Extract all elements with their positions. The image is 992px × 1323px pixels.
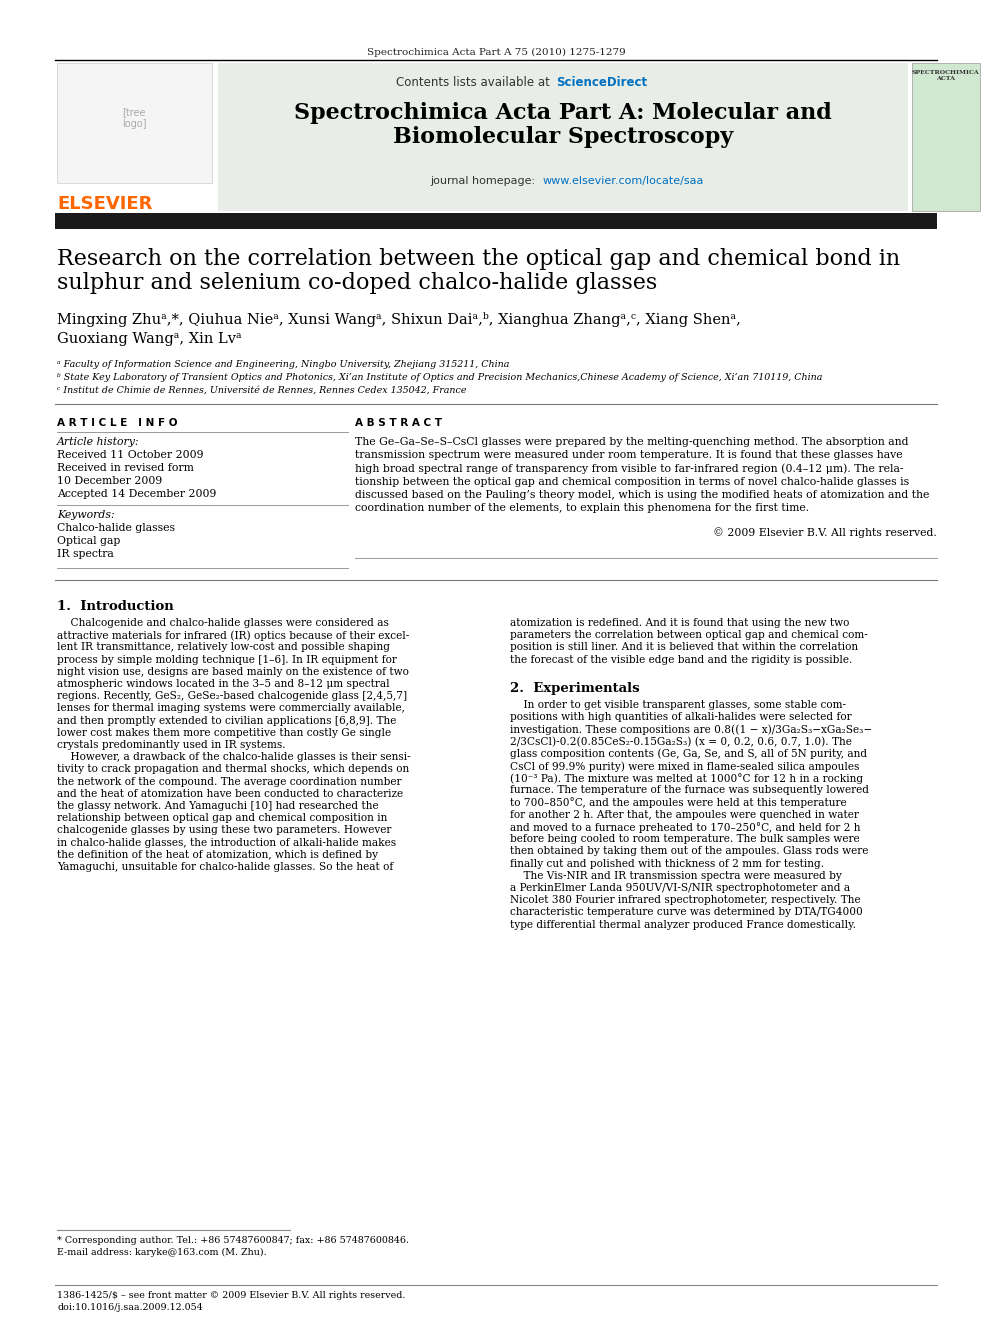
FancyBboxPatch shape bbox=[218, 64, 908, 210]
Text: atmospheric windows located in the 3–5 and 8–12 μm spectral: atmospheric windows located in the 3–5 a… bbox=[57, 679, 390, 689]
Text: and moved to a furnace preheated to 170–250°C, and held for 2 h: and moved to a furnace preheated to 170–… bbox=[510, 822, 860, 833]
Text: the definition of the heat of atomization, which is defined by: the definition of the heat of atomizatio… bbox=[57, 849, 378, 860]
Text: before being cooled to room temperature. The bulk samples were: before being cooled to room temperature.… bbox=[510, 835, 860, 844]
Text: high broad spectral range of transparency from visible to far-infrared region (0: high broad spectral range of transparenc… bbox=[355, 463, 904, 474]
Text: tionship between the optical gap and chemical composition in terms of novel chal: tionship between the optical gap and che… bbox=[355, 476, 909, 487]
Text: Yamaguchi, unsuitable for chalco-halide glasses. So the heat of: Yamaguchi, unsuitable for chalco-halide … bbox=[57, 863, 393, 872]
Text: night vision use, designs are based mainly on the existence of two: night vision use, designs are based main… bbox=[57, 667, 409, 677]
Text: Keywords:: Keywords: bbox=[57, 509, 115, 520]
Text: * Corresponding author. Tel.: +86 57487600847; fax: +86 57487600846.: * Corresponding author. Tel.: +86 574876… bbox=[57, 1236, 409, 1245]
Text: The Ge–Ga–Se–S–CsCl glasses were prepared by the melting-quenching method. The a: The Ge–Ga–Se–S–CsCl glasses were prepare… bbox=[355, 437, 909, 447]
Text: investigation. These compositions are 0.8((1 − x)/3Ga₂S₃−xGa₂Se₃−: investigation. These compositions are 0.… bbox=[510, 725, 872, 736]
Text: regions. Recently, GeS₂, GeSe₂-based chalcogenide glass [2,4,5,7]: regions. Recently, GeS₂, GeSe₂-based cha… bbox=[57, 691, 407, 701]
Text: lenses for thermal imaging systems were commercially available,: lenses for thermal imaging systems were … bbox=[57, 704, 405, 713]
Text: In order to get visible transparent glasses, some stable com-: In order to get visible transparent glas… bbox=[510, 700, 846, 710]
Text: www.elsevier.com/locate/saa: www.elsevier.com/locate/saa bbox=[543, 176, 704, 187]
Text: The Vis-NIR and IR transmission spectra were measured by: The Vis-NIR and IR transmission spectra … bbox=[510, 871, 842, 881]
Text: position is still liner. And it is believed that within the correlation: position is still liner. And it is belie… bbox=[510, 643, 858, 652]
Text: IR spectra: IR spectra bbox=[57, 549, 114, 560]
Text: parameters the correlation between optical gap and chemical com-: parameters the correlation between optic… bbox=[510, 630, 868, 640]
Text: Article history:: Article history: bbox=[57, 437, 140, 447]
Text: (10⁻³ Pa). The mixture was melted at 1000°C for 12 h in a rocking: (10⁻³ Pa). The mixture was melted at 100… bbox=[510, 773, 863, 785]
Text: to 700–850°C, and the ampoules were held at this temperature: to 700–850°C, and the ampoules were held… bbox=[510, 798, 846, 808]
Text: 10 December 2009: 10 December 2009 bbox=[57, 476, 163, 486]
Text: type differential thermal analyzer produced France domestically.: type differential thermal analyzer produ… bbox=[510, 919, 856, 930]
Text: and the heat of atomization have been conducted to characterize: and the heat of atomization have been co… bbox=[57, 789, 403, 799]
Text: Mingxing Zhuᵃ,*, Qiuhua Nieᵃ, Xunsi Wangᵃ, Shixun Daiᵃ,ᵇ, Xianghua Zhangᵃ,ᶜ, Xia: Mingxing Zhuᵃ,*, Qiuhua Nieᵃ, Xunsi Wang… bbox=[57, 312, 741, 327]
Text: ᵇ State Key Laboratory of Transient Optics and Photonics, Xi’an Institute of Opt: ᵇ State Key Laboratory of Transient Opti… bbox=[57, 373, 822, 382]
Text: discussed based on the Pauling’s theory model, which is using the modified heats: discussed based on the Pauling’s theory … bbox=[355, 490, 930, 500]
Text: sulphur and selenium co-doped chalco-halide glasses: sulphur and selenium co-doped chalco-hal… bbox=[57, 273, 658, 294]
Text: positions with high quantities of alkali-halides were selected for: positions with high quantities of alkali… bbox=[510, 712, 851, 722]
Text: Chalcogenide and chalco-halide glasses were considered as: Chalcogenide and chalco-halide glasses w… bbox=[57, 618, 389, 628]
Text: Nicolet 380 Fourier infrared spectrophotometer, respectively. The: Nicolet 380 Fourier infrared spectrophot… bbox=[510, 896, 861, 905]
Text: glass composition contents (Ge, Ga, Se, and S, all of 5N purity, and: glass composition contents (Ge, Ga, Se, … bbox=[510, 749, 867, 759]
Text: the network of the compound. The average coordination number: the network of the compound. The average… bbox=[57, 777, 402, 787]
Text: doi:10.1016/j.saa.2009.12.054: doi:10.1016/j.saa.2009.12.054 bbox=[57, 1303, 202, 1312]
Text: the forecast of the visible edge band and the rigidity is possible.: the forecast of the visible edge band an… bbox=[510, 655, 852, 664]
Text: Contents lists available at: Contents lists available at bbox=[397, 75, 554, 89]
Text: Spectrochimica Acta Part A: Molecular and: Spectrochimica Acta Part A: Molecular an… bbox=[294, 102, 832, 124]
Text: Received in revised form: Received in revised form bbox=[57, 463, 193, 474]
Text: Received 11 October 2009: Received 11 October 2009 bbox=[57, 450, 203, 460]
Text: Guoxiang Wangᵃ, Xin Lvᵃ: Guoxiang Wangᵃ, Xin Lvᵃ bbox=[57, 332, 242, 347]
Text: 1.  Introduction: 1. Introduction bbox=[57, 601, 174, 613]
Text: lower cost makes them more competitive than costly Ge single: lower cost makes them more competitive t… bbox=[57, 728, 391, 738]
Text: process by simple molding technique [1–6]. In IR equipment for: process by simple molding technique [1–6… bbox=[57, 655, 397, 664]
Text: However, a drawback of the chalco-halide glasses is their sensi-: However, a drawback of the chalco-halide… bbox=[57, 753, 411, 762]
FancyBboxPatch shape bbox=[57, 64, 212, 183]
Text: a PerkinElmer Landa 950UV/VI-S/NIR spectrophotometer and a: a PerkinElmer Landa 950UV/VI-S/NIR spect… bbox=[510, 882, 850, 893]
Text: 2.  Experimentals: 2. Experimentals bbox=[510, 681, 640, 695]
Text: 2/3CsCl)-0.2(0.85CeS₂-0.15Ga₂S₃) (x = 0, 0.2, 0.6, 0.7, 1.0). The: 2/3CsCl)-0.2(0.85CeS₂-0.15Ga₂S₃) (x = 0,… bbox=[510, 737, 852, 747]
Text: Accepted 14 December 2009: Accepted 14 December 2009 bbox=[57, 490, 216, 499]
Text: chalcogenide glasses by using these two parameters. However: chalcogenide glasses by using these two … bbox=[57, 826, 392, 835]
Text: Research on the correlation between the optical gap and chemical bond in: Research on the correlation between the … bbox=[57, 247, 900, 270]
Text: journal homepage:: journal homepage: bbox=[430, 176, 539, 187]
Text: attractive materials for infrared (IR) optics because of their excel-: attractive materials for infrared (IR) o… bbox=[57, 630, 410, 640]
Text: tivity to crack propagation and thermal shocks, which depends on: tivity to crack propagation and thermal … bbox=[57, 765, 410, 774]
Text: finally cut and polished with thickness of 2 mm for testing.: finally cut and polished with thickness … bbox=[510, 859, 824, 869]
Text: ELSEVIER: ELSEVIER bbox=[57, 194, 153, 213]
Text: Spectrochimica Acta Part A 75 (2010) 1275-1279: Spectrochimica Acta Part A 75 (2010) 127… bbox=[367, 48, 625, 57]
Text: atomization is redefined. And it is found that using the new two: atomization is redefined. And it is foun… bbox=[510, 618, 849, 628]
Text: transmission spectrum were measured under room temperature. It is found that the: transmission spectrum were measured unde… bbox=[355, 450, 903, 460]
Text: A B S T R A C T: A B S T R A C T bbox=[355, 418, 442, 429]
Text: relationship between optical gap and chemical composition in: relationship between optical gap and che… bbox=[57, 814, 387, 823]
Text: ᶜ Institut de Chimie de Rennes, Université de Rennes, Rennes Cedex 135042, Franc: ᶜ Institut de Chimie de Rennes, Universi… bbox=[57, 386, 466, 396]
Text: Biomolecular Spectroscopy: Biomolecular Spectroscopy bbox=[393, 126, 733, 148]
Text: A R T I C L E   I N F O: A R T I C L E I N F O bbox=[57, 418, 178, 429]
Text: in chalco-halide glasses, the introduction of alkali-halide makes: in chalco-halide glasses, the introducti… bbox=[57, 837, 396, 848]
Text: [tree
logo]: [tree logo] bbox=[122, 107, 146, 128]
Text: Optical gap: Optical gap bbox=[57, 536, 120, 546]
Text: CsCl of 99.9% purity) were mixed in flame-sealed silica ampoules: CsCl of 99.9% purity) were mixed in flam… bbox=[510, 761, 859, 771]
Text: lent IR transmittance, relatively low-cost and possible shaping: lent IR transmittance, relatively low-co… bbox=[57, 643, 390, 652]
Text: furnace. The temperature of the furnace was subsequently lowered: furnace. The temperature of the furnace … bbox=[510, 786, 869, 795]
Text: SPECTROCHIMICA
ACTA: SPECTROCHIMICA ACTA bbox=[912, 70, 980, 81]
Text: Chalco-halide glasses: Chalco-halide glasses bbox=[57, 523, 175, 533]
Text: 1386-1425/$ – see front matter © 2009 Elsevier B.V. All rights reserved.: 1386-1425/$ – see front matter © 2009 El… bbox=[57, 1291, 406, 1301]
FancyBboxPatch shape bbox=[55, 213, 937, 229]
Text: characteristic temperature curve was determined by DTA/TG4000: characteristic temperature curve was det… bbox=[510, 908, 863, 917]
Text: ᵃ Faculty of Information Science and Engineering, Ningbo University, Zhejiang 31: ᵃ Faculty of Information Science and Eng… bbox=[57, 360, 509, 369]
Text: crystals predominantly used in IR systems.: crystals predominantly used in IR system… bbox=[57, 740, 286, 750]
Text: for another 2 h. After that, the ampoules were quenched in water: for another 2 h. After that, the ampoule… bbox=[510, 810, 859, 820]
FancyBboxPatch shape bbox=[912, 64, 980, 210]
Text: coordination number of the elements, to explain this phenomena for the first tim: coordination number of the elements, to … bbox=[355, 503, 809, 513]
Text: and then promptly extended to civilian applications [6,8,9]. The: and then promptly extended to civilian a… bbox=[57, 716, 397, 725]
Text: © 2009 Elsevier B.V. All rights reserved.: © 2009 Elsevier B.V. All rights reserved… bbox=[713, 527, 937, 537]
Text: then obtained by taking them out of the ampoules. Glass rods were: then obtained by taking them out of the … bbox=[510, 847, 868, 856]
Text: ScienceDirect: ScienceDirect bbox=[556, 75, 647, 89]
Text: the glassy network. And Yamaguchi [10] had researched the: the glassy network. And Yamaguchi [10] h… bbox=[57, 800, 379, 811]
Text: E-mail address: karyke@163.com (M. Zhu).: E-mail address: karyke@163.com (M. Zhu). bbox=[57, 1248, 267, 1257]
